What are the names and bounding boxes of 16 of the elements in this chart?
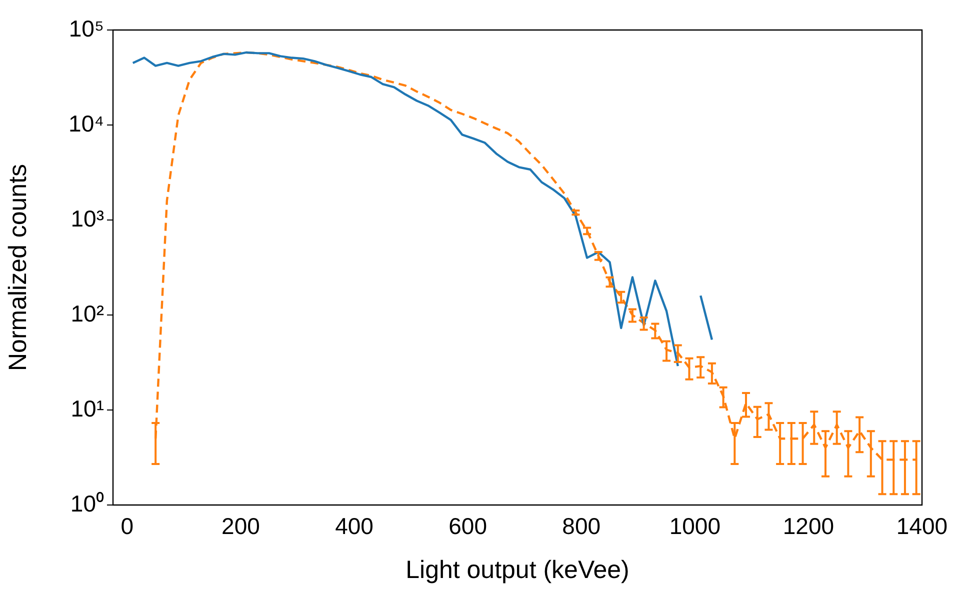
x-tick-label: 800 <box>562 513 601 540</box>
x-tick-label: 400 <box>335 513 374 540</box>
x-tick-label: 0 <box>120 513 134 540</box>
x-tick-label: 600 <box>448 513 488 540</box>
x-tick-label: 1400 <box>896 513 948 540</box>
y-axis-title: Normalized counts <box>4 164 32 372</box>
x-tick-label: 200 <box>222 513 260 540</box>
y-tick-label: 10⁰ <box>70 490 104 516</box>
y-tick-label: 10⁵ <box>68 15 104 42</box>
y-tick-label: 10¹ <box>70 395 104 422</box>
y-tick-label: 10⁴ <box>68 110 104 136</box>
y-tick-label: 10³ <box>70 205 104 232</box>
x-tick-label: 1000 <box>669 513 720 540</box>
y-tick-label: 10² <box>70 300 104 326</box>
x-tick-label: 1200 <box>782 513 834 540</box>
x-axis-title: Light output (keVee) <box>406 556 630 584</box>
